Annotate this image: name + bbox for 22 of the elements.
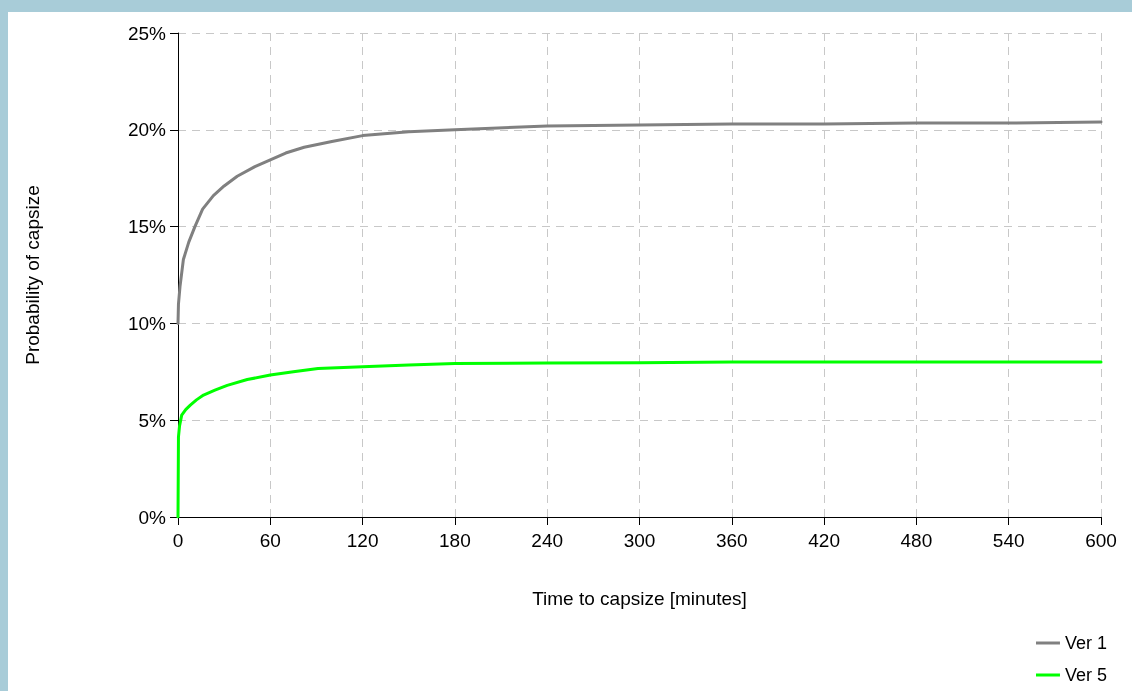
legend-label: Ver 1: [1064, 633, 1107, 653]
y-tick-label: 20%: [127, 119, 167, 141]
y-tick-label: 10%: [127, 312, 167, 334]
x-tick-label: 300: [623, 530, 656, 551]
y-tick-label: 25%: [127, 22, 167, 44]
x-tick-label: 0: [172, 530, 184, 551]
x-tick-label: 480: [900, 530, 933, 551]
line-series: [176, 120, 1103, 325]
x-tick-label: 420: [808, 530, 840, 551]
x-axis-title: Time to capsize [minutes]: [532, 588, 747, 609]
y-tick-label: 5%: [138, 409, 167, 431]
x-tick-label: 60: [259, 530, 281, 551]
x-tick-label: 360: [715, 530, 748, 551]
x-tick-label: 120: [346, 530, 379, 551]
y-tick-label: 15%: [127, 216, 167, 238]
y-axis-title: Probability of capsize: [22, 185, 43, 365]
x-tick-label: 540: [992, 530, 1025, 551]
y-tick-label: 0%: [138, 506, 167, 528]
x-tick-label: 600: [1085, 530, 1117, 551]
x-tick-label: 180: [439, 530, 471, 551]
legend-label: Ver 5: [1064, 665, 1107, 685]
x-tick-label: 240: [531, 530, 564, 551]
